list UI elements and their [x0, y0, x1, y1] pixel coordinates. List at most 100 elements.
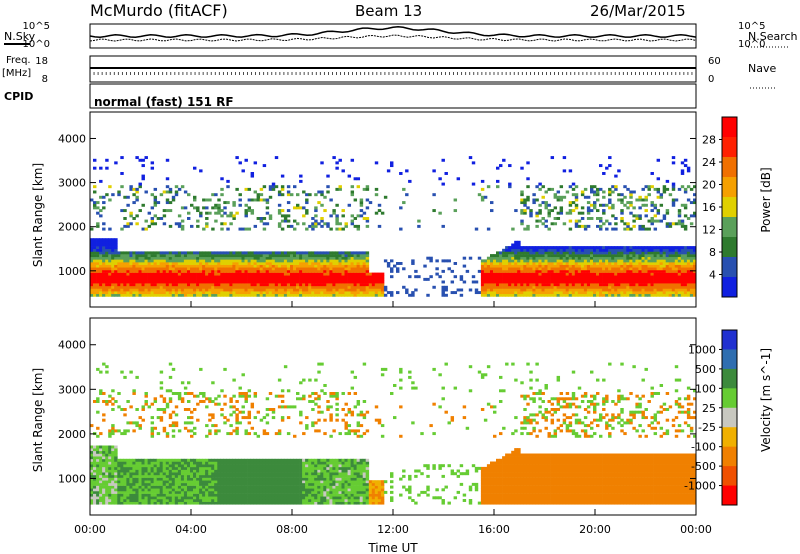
velocity-cell [190, 488, 194, 492]
power-cell [168, 293, 173, 297]
power-cell [217, 264, 221, 268]
power-cell [335, 267, 339, 271]
power-cell [608, 187, 612, 191]
power-cell [180, 275, 185, 279]
power-cell [196, 262, 200, 265]
power-cell [629, 251, 633, 255]
power-cell [511, 283, 515, 287]
power-cell [693, 256, 697, 260]
power-cell [453, 198, 458, 202]
power-cell [241, 227, 245, 231]
power-cell [290, 254, 294, 258]
velocity-cell [211, 490, 215, 494]
power-cell [374, 193, 379, 197]
power-cell [280, 285, 285, 289]
power-cell [235, 187, 239, 191]
power-cell [571, 209, 576, 213]
power-cell [202, 262, 206, 265]
velocity-cell [108, 448, 112, 452]
power-cell [632, 248, 636, 252]
velocity-cell [156, 408, 161, 411]
power-cell [147, 211, 152, 215]
power-cell [493, 277, 497, 281]
power-cell [390, 291, 394, 295]
power-cell [459, 277, 464, 281]
power-cell [644, 203, 648, 207]
power-cell [271, 251, 276, 255]
velocity-cell [193, 432, 197, 436]
power-cell [577, 219, 582, 223]
power-cell [486, 275, 491, 279]
power-cell [553, 275, 558, 279]
power-cell [517, 264, 521, 268]
power-cell [559, 288, 564, 292]
power-cell [535, 275, 539, 279]
power-cell [335, 277, 339, 281]
power-cell [323, 272, 327, 276]
power-cell [662, 251, 667, 255]
power-cell [390, 164, 394, 168]
power-cell [629, 269, 633, 273]
power-cell [541, 264, 545, 268]
velocity-cell [120, 466, 124, 470]
velocity-cell [171, 496, 176, 500]
power-cell [159, 254, 164, 258]
power-cell [517, 240, 521, 244]
power-cell [596, 254, 600, 258]
power-cell [593, 190, 597, 194]
velocity-cell [156, 469, 161, 473]
power-cell [90, 240, 94, 244]
power-cell [132, 193, 136, 197]
power-cell [238, 198, 242, 202]
velocity-cell [117, 472, 121, 476]
power-cell [693, 269, 697, 273]
power-cell [523, 283, 527, 287]
velocity-cell [174, 477, 179, 481]
power-cell [99, 275, 103, 279]
velocity-cell [177, 488, 182, 492]
power-cell [680, 169, 685, 173]
power-cell [102, 291, 106, 295]
velocity-cell [168, 474, 173, 478]
power-cell [596, 272, 600, 276]
velocity-cell [93, 400, 97, 403]
velocity-cell [93, 469, 97, 473]
power-cell [535, 246, 539, 250]
power-cell [635, 251, 639, 255]
power-cell [102, 254, 106, 258]
power-cell [93, 203, 97, 207]
power-cell [559, 283, 564, 287]
power-cell [253, 259, 258, 263]
power-cell [132, 256, 136, 260]
power-cell [344, 288, 348, 292]
power-cell [535, 277, 539, 281]
power-cell [247, 293, 252, 297]
power-cell [502, 269, 506, 273]
power-cell [235, 280, 239, 284]
power-cell [511, 256, 515, 260]
power-cell [147, 256, 152, 260]
power-cell [102, 269, 106, 273]
power-cell [662, 272, 667, 276]
power-cell [541, 195, 545, 199]
power-cell [174, 193, 179, 197]
power-cell [608, 164, 612, 168]
power-cell [674, 283, 679, 287]
power-cell [677, 267, 682, 271]
power-cell [605, 246, 609, 250]
power-cell [538, 291, 542, 295]
power-cell [580, 224, 585, 228]
power-cell [199, 256, 203, 260]
power-cell [571, 246, 576, 250]
power-cell [105, 193, 109, 197]
power-cell [226, 254, 230, 258]
power-cell [680, 291, 685, 295]
power-cell [344, 256, 348, 260]
velocity-cell [208, 477, 212, 481]
power-cell [493, 259, 497, 263]
power-cell [244, 187, 248, 191]
velocity-cell [168, 424, 173, 428]
power-cell [217, 211, 221, 215]
power-cell [665, 293, 670, 297]
velocity-cell [159, 499, 164, 502]
